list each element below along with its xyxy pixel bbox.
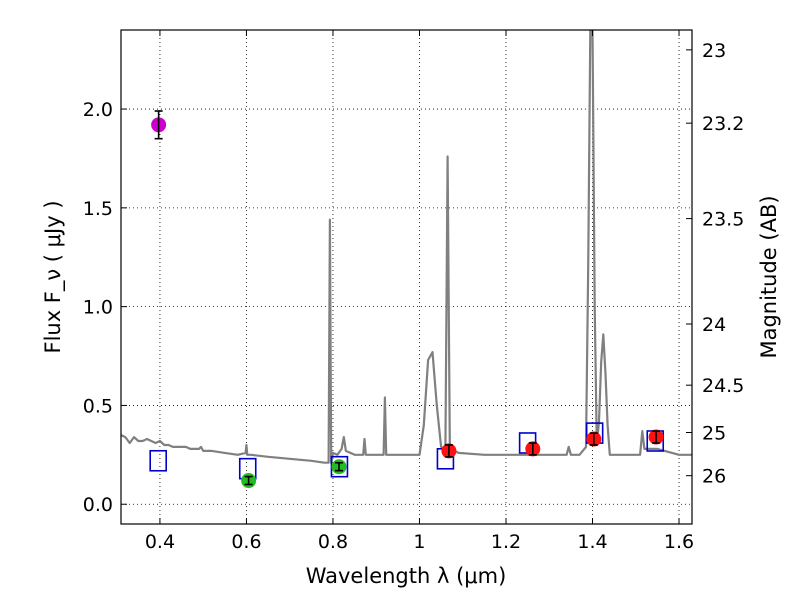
right-tick-label: 24 [702,314,726,336]
x-axis-label: Wavelength λ (μm) [306,564,507,588]
y-axis-label: Flux F_ν ( μJy ) [41,200,66,353]
x-tick-label: 0.4 [145,531,175,553]
model-photometry-square [149,449,168,472]
right-tick-label: 25 [702,422,726,444]
y-tick-label: 2.0 [83,99,113,121]
right-tick-label: 23.2 [702,113,744,135]
right-tick-label: 23 [702,40,726,62]
x-tick-label: 1 [413,531,425,553]
y-tick-label: 0.0 [83,494,113,516]
y-tick-label: 0.5 [83,395,113,417]
plot-area [121,30,692,489]
right-tick-label: 26 [702,466,726,488]
right-tick-label: 24.5 [702,375,744,397]
y-axis-right-label: Magnitude (AB) [757,195,781,358]
axes: 0.4 0.6 0.8 1 1.2 1.4 1.6 0.0 0.5 1.0 1.5 2.0 23 23.2… [83,29,744,553]
x-tick-label: 0.8 [318,531,348,553]
right-tick-label: 23.5 [702,209,744,231]
x-tick-label: 1.4 [577,531,607,553]
x-tick-label: 0.6 [231,531,261,553]
svg-text:Magnitude (AB): Magnitude (AB) [757,195,781,358]
model-spectrum-line [121,30,692,464]
x-tick-label: 1.2 [491,531,521,553]
plot-frame [120,29,693,525]
x-tick-label: 1.6 [664,531,694,553]
y-tick-label: 1.5 [83,198,113,220]
svg-text:Flux F_ν ( μJy ): Flux F_ν ( μJy ) [41,200,66,353]
y-tick-label: 1.0 [83,297,113,319]
model-photometry-square [330,455,349,478]
